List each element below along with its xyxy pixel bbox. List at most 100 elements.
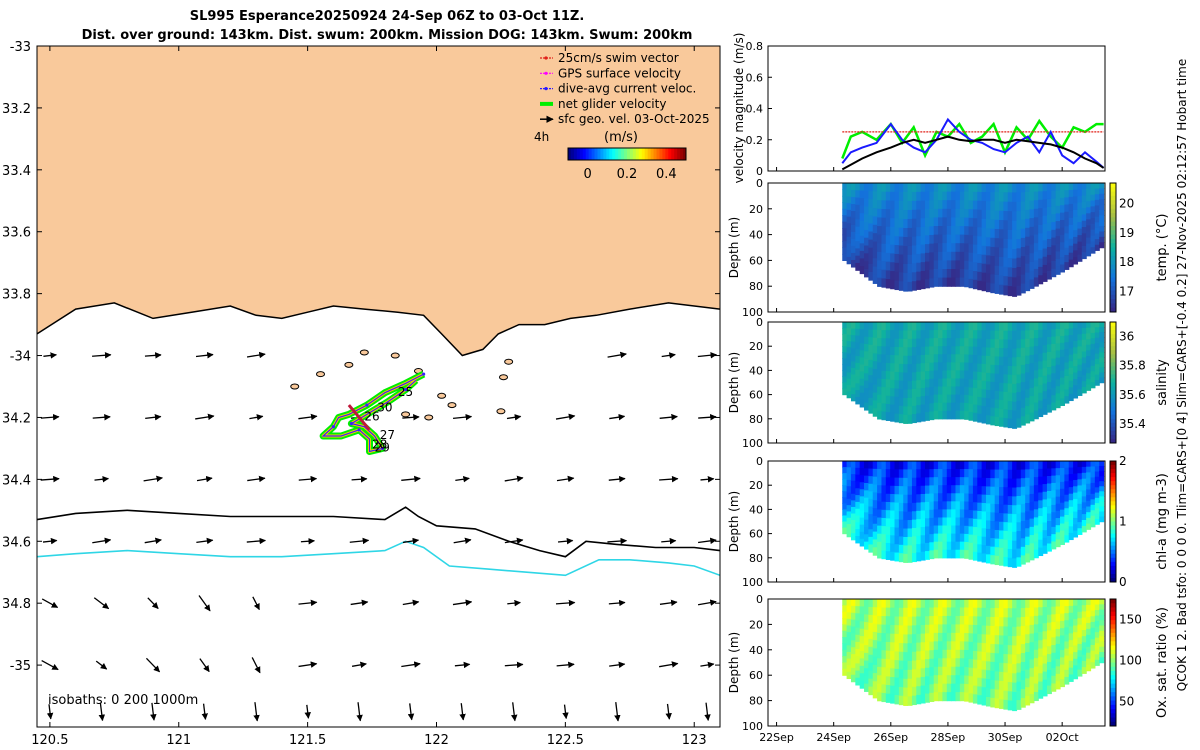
section-cell [881, 411, 887, 421]
section-cell [1042, 537, 1048, 547]
section-cell [850, 526, 856, 534]
section-cell [946, 683, 952, 693]
section-cell [903, 652, 909, 662]
section-cell [1090, 656, 1096, 663]
track-point [365, 403, 369, 407]
section-cell [929, 485, 935, 495]
section-cell [1073, 250, 1079, 258]
section-cell [898, 338, 904, 348]
section-cell [903, 477, 909, 487]
section-cell [1051, 526, 1057, 535]
section-cell [994, 599, 1000, 609]
section-cell [1060, 242, 1065, 251]
colorbar-cell [1110, 709, 1116, 714]
section-cell [903, 616, 909, 627]
section-cell [1029, 461, 1035, 470]
section-cell [1094, 233, 1100, 240]
section-cell [1016, 700, 1022, 710]
section-cell [925, 534, 930, 544]
section-cell [994, 504, 1000, 514]
section-cell [1033, 549, 1039, 559]
section-cell [925, 518, 930, 528]
section-cell [990, 697, 996, 708]
section-cell [1025, 616, 1031, 627]
section-cell [972, 535, 978, 545]
section-cell [1046, 374, 1052, 383]
section-cell [994, 635, 1000, 645]
section-cell [903, 536, 909, 547]
colorbar-cell [615, 148, 619, 160]
section-cell [942, 649, 948, 659]
section-cell [1081, 605, 1087, 612]
section-cell [942, 183, 948, 193]
section-cell [1081, 599, 1087, 606]
section-cell [1025, 355, 1031, 365]
section-cell [842, 376, 848, 384]
section-cell [1064, 382, 1070, 391]
section-cell [903, 625, 909, 636]
section-cell [1073, 605, 1079, 613]
section-cell [1016, 690, 1022, 701]
section-cell [1003, 374, 1009, 384]
section-cell [872, 266, 878, 276]
section-cell [938, 370, 944, 380]
section-cell [911, 599, 917, 609]
section-cell [1025, 254, 1031, 265]
section-cell [933, 260, 939, 270]
section-cell [877, 346, 883, 355]
section-cell [1020, 247, 1026, 257]
section-cell [1094, 497, 1100, 504]
section-cell [859, 621, 865, 630]
section-cell [1081, 636, 1087, 643]
section-cell [859, 235, 865, 244]
section-cell [951, 683, 957, 693]
section-cell [916, 322, 922, 331]
section-cell [1060, 227, 1065, 236]
section-cell [964, 217, 970, 227]
colorbar-cell [638, 148, 643, 160]
section-cell [942, 338, 948, 347]
section-cell [929, 667, 935, 677]
section-cell [1077, 631, 1083, 639]
section-cell [855, 508, 861, 517]
section-cell [920, 607, 926, 617]
colorbar-tick-label: 17 [1119, 284, 1134, 298]
section-cell [1051, 606, 1057, 615]
section-cell [968, 244, 974, 254]
section-cell [981, 191, 987, 202]
section-cell [1046, 254, 1052, 264]
section-cell [864, 497, 869, 506]
section-cell [994, 608, 1000, 618]
section-cell [951, 183, 957, 193]
section-cell [846, 322, 852, 329]
section-cell [1038, 656, 1044, 666]
section-cell [1099, 327, 1105, 333]
section-cell [942, 251, 948, 261]
section-cell [898, 634, 904, 644]
colorbar-cell [1110, 200, 1116, 205]
section-cell [1060, 509, 1065, 518]
section-cell [951, 549, 957, 559]
section-cell [994, 201, 1000, 212]
section-cell [898, 477, 904, 487]
section-cell [907, 414, 913, 424]
section-cell [1020, 322, 1026, 332]
section-cell [985, 661, 991, 671]
section-cell [1007, 548, 1013, 559]
section-cell [894, 183, 900, 193]
section-cell [959, 402, 965, 412]
section-cell [968, 346, 974, 356]
section-cell [1038, 547, 1044, 557]
section-cell [894, 236, 900, 246]
section-cell [1016, 654, 1022, 664]
section-cell [868, 536, 874, 546]
section-cell [842, 479, 848, 486]
section-cell [955, 541, 961, 551]
section-cell [959, 549, 965, 559]
section-cell [990, 330, 996, 340]
section-cell [890, 685, 896, 695]
section-cell [925, 676, 930, 686]
section-cell [1081, 642, 1087, 650]
